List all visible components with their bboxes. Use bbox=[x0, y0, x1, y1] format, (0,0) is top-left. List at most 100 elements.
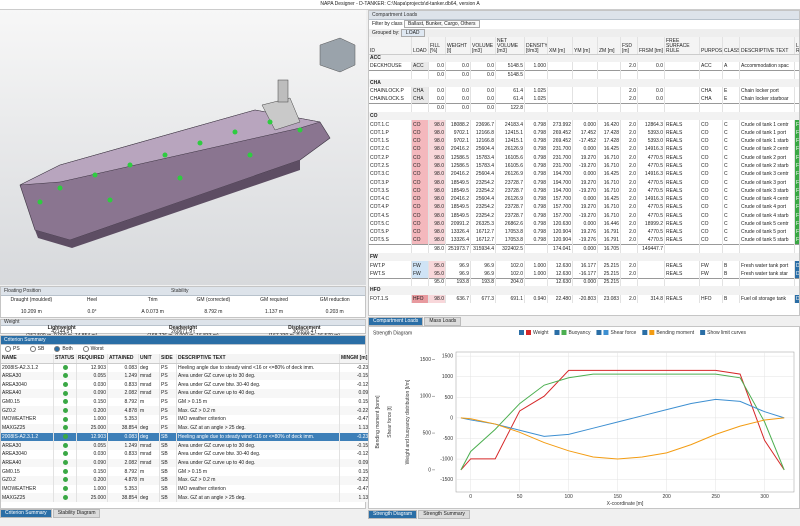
cell: 0.798 bbox=[524, 195, 548, 204]
criterion-cell: SB bbox=[159, 475, 177, 485]
total-row: 98.0 251973.7 315934.4 322402.5 174.041 0.000… bbox=[369, 244, 799, 254]
criterion-cell: 1.249 bbox=[107, 441, 139, 450]
cell bbox=[664, 95, 700, 104]
status-ok-icon bbox=[62, 442, 68, 448]
criterion-row[interactable]: AREA40 0.090 2.082 mrad PS Area under GZ curv… bbox=[1, 389, 373, 398]
cell: 16.710 bbox=[597, 211, 621, 220]
status-cell bbox=[53, 475, 77, 485]
y-tick-label: 1500 bbox=[442, 354, 453, 360]
criterion-row[interactable]: 2008IS-A2.3.1.2 12.903 0.083 deg SB Heeling a… bbox=[1, 432, 373, 442]
x-tick-label: 250 bbox=[711, 494, 720, 500]
cell bbox=[722, 244, 740, 254]
float-item: Trim A 0.073 m bbox=[122, 296, 183, 316]
criterion-cell: SB bbox=[159, 449, 177, 459]
criterion-row[interactable]: AREA30 0.055 1.249 mrad SB Area under GZ curv… bbox=[1, 441, 373, 450]
criterion-row[interactable]: AREA3040 0.030 0.833 mrad SB Area under GZ cu… bbox=[1, 449, 373, 459]
radio-option[interactable]: PS bbox=[5, 345, 20, 352]
cell: COT.1.S bbox=[369, 136, 412, 146]
cell: CO bbox=[699, 211, 723, 220]
cell: COT.4.C bbox=[369, 195, 412, 204]
criterion-row[interactable]: AREA40 0.090 2.082 mrad SB Area under GZ curv… bbox=[1, 458, 373, 468]
cell: COT.3.S bbox=[369, 186, 412, 196]
cell: C bbox=[722, 203, 740, 212]
criterion-row[interactable]: 2008IS-A2.3.1.2 12.903 0.083 deg PS Heeling a… bbox=[1, 363, 373, 372]
cell: 4770.5 bbox=[637, 203, 665, 212]
criterion-cell: AREA40 bbox=[1, 458, 54, 468]
tab[interactable]: Strength Diagram bbox=[368, 510, 418, 519]
criterion-row[interactable]: MAXGZ25 25.000 38.854 deg PS Max. GZ at an an… bbox=[1, 423, 373, 433]
criterion-cell: AREA30 bbox=[1, 371, 54, 381]
panel-tab[interactable]: Stability bbox=[170, 288, 189, 294]
cell: 96.9 bbox=[470, 261, 496, 270]
cell bbox=[620, 103, 638, 113]
legend-checkbox[interactable] bbox=[642, 330, 648, 335]
status-cell bbox=[53, 458, 77, 468]
filter-select[interactable]: Ballast, Bunker, Cargo, Others bbox=[403, 20, 480, 28]
nav-cube[interactable] bbox=[319, 37, 356, 73]
cell: COT.3.C bbox=[369, 170, 412, 179]
legend-checkbox[interactable] bbox=[554, 330, 560, 335]
cell: CO bbox=[411, 211, 429, 220]
cell: 16.791 bbox=[597, 228, 621, 237]
cell bbox=[794, 70, 799, 79]
cell: 96.9 bbox=[445, 269, 471, 279]
cell: CO bbox=[699, 120, 723, 129]
criterion-cell: GZ0.2 bbox=[1, 475, 54, 485]
criterion-row[interactable]: IMOWEATHER 1.000 5.353 PS IMO weather criter… bbox=[1, 415, 373, 424]
cell: CO bbox=[699, 128, 723, 137]
y-tick-label: -1000 bbox=[440, 457, 453, 463]
criterion-row[interactable]: GM0.15 0.150 8.792 m SB GM > 0.15 m 0.150 bbox=[1, 467, 373, 476]
criterion-cell: 0.150 bbox=[76, 397, 108, 407]
group-name: CO bbox=[369, 112, 799, 121]
tab[interactable]: Stability Diagram bbox=[52, 509, 101, 518]
legend-label: Buoyancy bbox=[568, 330, 590, 336]
cell: 194.700 bbox=[547, 186, 573, 196]
column-header: REQUIRED bbox=[76, 354, 108, 364]
legend-checkbox[interactable] bbox=[596, 330, 602, 335]
cell: 98.0 bbox=[428, 244, 446, 254]
cell bbox=[664, 278, 700, 287]
cell: 23728.7 bbox=[495, 186, 525, 196]
view-3d[interactable] bbox=[0, 10, 366, 285]
hull-bottom bbox=[35, 160, 300, 248]
y-axis-title: Weight and buoyancy distribution [t/m] bbox=[405, 379, 411, 464]
group-name: HFO bbox=[369, 286, 799, 295]
criterion-row[interactable]: GZ0.2 0.200 4.878 m PS Max. GZ > 0.2 m -0.225 bbox=[1, 406, 373, 416]
criterion-row[interactable]: IMOWEATHER 1.000 5.353 SB IMO weather criter… bbox=[1, 484, 373, 494]
radio-option[interactable]: Both bbox=[54, 345, 73, 352]
cell: 1.025 bbox=[524, 87, 548, 96]
criterion-row[interactable]: GM0.15 0.150 8.792 m PS GM > 0.15 m 0.150 bbox=[1, 397, 373, 407]
cell: 16.425 bbox=[597, 145, 621, 154]
criterion-row[interactable]: AREA30 0.055 1.249 mrad PS Area under GZ curv… bbox=[1, 371, 373, 381]
cell: 12864.3 bbox=[637, 120, 665, 129]
cell: FW bbox=[699, 261, 723, 270]
cell: C bbox=[722, 219, 740, 229]
cell: CO bbox=[411, 136, 429, 146]
radio-option[interactable]: SB bbox=[29, 345, 44, 352]
cell: CO bbox=[411, 195, 429, 204]
header-row: NAME STATUS REQUIRED ATTAINED UNIT SIDE DESCRI… bbox=[1, 354, 373, 364]
radio-option[interactable]: Worst bbox=[82, 345, 104, 352]
cell: 20416.2 bbox=[445, 195, 471, 204]
tab[interactable]: Strength Summary bbox=[418, 510, 470, 519]
status-ok-icon bbox=[62, 451, 68, 457]
cell: 0.0 bbox=[445, 87, 471, 96]
group-chip[interactable]: LOAD bbox=[400, 29, 425, 37]
criterion-cell: Area under GZ curve btw. 30-40 deg. bbox=[176, 380, 340, 390]
y-tick-label: 500 bbox=[445, 395, 454, 401]
tab[interactable]: Compartment Loads bbox=[368, 317, 424, 326]
column-header: STATUS bbox=[53, 354, 77, 364]
cell: REALS bbox=[664, 219, 700, 229]
strength-panel: Strength Diagram 0 50 100 150 200 250 300 -1500 -… bbox=[368, 326, 800, 509]
cell: 16.177 bbox=[572, 261, 598, 270]
criterion-row[interactable]: MAXGZ25 25.000 38.854 deg SB Max. GZ at an an… bbox=[1, 493, 373, 502]
cell: REALS bbox=[664, 186, 700, 196]
compartment-row: COT.3.P CO 98.0 18549.5 23254.2 23728.7 0.798 1… bbox=[369, 178, 799, 187]
criterion-row[interactable]: GZ0.2 0.200 4.878 m SB Max. GZ > 0.2 m -0.225 bbox=[1, 475, 373, 485]
tab[interactable]: Mass Loads bbox=[424, 317, 462, 326]
criterion-row[interactable]: AREA3040 0.030 0.833 mrad PS Area under GZ cu… bbox=[1, 380, 373, 390]
cell: CO bbox=[411, 170, 429, 179]
side-options: PS SB Both Worst bbox=[1, 345, 365, 354]
legend-checkbox[interactable] bbox=[519, 330, 524, 335]
tab[interactable]: Criterion Summary bbox=[0, 509, 52, 518]
